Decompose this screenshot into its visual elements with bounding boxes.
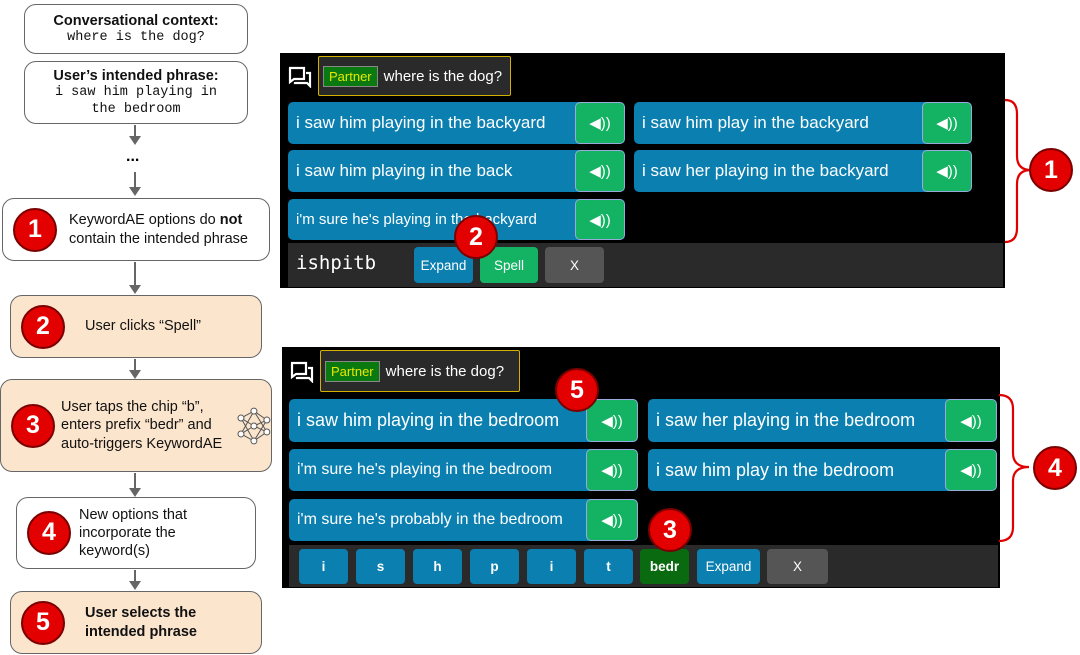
- neural-network-icon: [237, 407, 271, 444]
- badge-step-4: 4: [1033, 446, 1077, 490]
- option-button[interactable]: i saw him play in the backyard ◀)): [634, 102, 972, 144]
- arrow: [129, 570, 141, 590]
- letter-chip[interactable]: i: [527, 549, 576, 584]
- option-button[interactable]: i saw him playing in the backyard ◀)): [288, 102, 625, 144]
- step-3-box: 3 User taps the chip “b”, enters prefix …: [0, 379, 272, 472]
- letter-chip[interactable]: p: [470, 549, 519, 584]
- arrow: [129, 172, 141, 196]
- speaker-icon[interactable]: ◀)): [922, 150, 972, 192]
- badge-step-1: 1: [1029, 148, 1073, 192]
- context-box: Conversational context: where is the dog…: [24, 4, 248, 54]
- partner-text: where is the dog?: [383, 67, 503, 85]
- step-badge: 5: [21, 600, 65, 645]
- letter-chip[interactable]: h: [413, 549, 462, 584]
- option-button[interactable]: i saw him play in the bedroom ◀)): [648, 449, 997, 491]
- speaker-icon[interactable]: ◀)): [922, 102, 972, 144]
- partner-message: Partner where is the dog?: [320, 350, 520, 392]
- chat-icon: [288, 66, 312, 88]
- brace: [998, 393, 1030, 543]
- context-value: where is the dog?: [67, 29, 205, 45]
- letter-chip[interactable]: s: [356, 549, 405, 584]
- partner-text: where is the dog?: [385, 362, 505, 380]
- step-5-box: 5 User selects the intended phrase: [10, 591, 262, 654]
- abbreviation-input[interactable]: ishpitb: [296, 252, 377, 274]
- step-badge: 1: [13, 207, 57, 252]
- partner-message: Partner where is the dog?: [318, 56, 511, 96]
- step-1-text: KeywordAE options do not contain the int…: [69, 212, 248, 247]
- step-1-box: 1 KeywordAE options do not contain the i…: [2, 198, 270, 261]
- spell-button[interactable]: Spell: [480, 247, 538, 283]
- speaker-icon[interactable]: ◀)): [945, 399, 997, 442]
- arrow: [129, 359, 141, 379]
- step-4-box: 4 New options that incorporate the keywo…: [16, 497, 256, 569]
- option-button[interactable]: i saw her playing in the backyard ◀)): [634, 150, 972, 192]
- option-button[interactable]: i'm sure he's playing in the backyard ◀)): [288, 199, 625, 240]
- option-button[interactable]: i'm sure he's playing in the bedroom ◀)): [289, 449, 638, 491]
- step-2-text: User clicks “Spell”: [85, 318, 202, 335]
- intended-value: i saw him playing in the bedroom: [54, 84, 218, 117]
- expand-button[interactable]: Expand: [697, 549, 760, 584]
- speaker-icon[interactable]: ◀)): [586, 499, 638, 541]
- input-bar: [288, 243, 1003, 287]
- option-button[interactable]: i'm sure he's probably in the bedroom ◀)): [289, 499, 638, 541]
- badge-prefix: 3: [648, 508, 692, 552]
- arrow: [129, 262, 141, 294]
- partner-tag: Partner: [325, 360, 380, 382]
- partner-tag: Partner: [323, 65, 378, 87]
- step-badge: 3: [11, 403, 55, 448]
- arrow: [129, 125, 141, 145]
- context-title: Conversational context:: [53, 12, 219, 29]
- letter-chip[interactable]: t: [584, 549, 633, 584]
- ellipsis: ...: [126, 148, 140, 165]
- close-button[interactable]: X: [545, 247, 604, 283]
- option-button[interactable]: i saw him playing in the back ◀)): [288, 150, 625, 192]
- speaker-icon[interactable]: ◀)): [586, 399, 638, 442]
- step-badge: 2: [21, 304, 65, 349]
- option-button[interactable]: i saw her playing in the bedroom ◀)): [648, 399, 997, 442]
- prefix-chip[interactable]: bedr: [640, 549, 689, 584]
- step-5-text: User selects the intended phrase: [85, 605, 197, 640]
- chat-icon: [290, 361, 314, 383]
- step-2-box: 2 User clicks “Spell”: [10, 295, 262, 358]
- badge-select: 5: [555, 368, 599, 412]
- speaker-icon[interactable]: ◀)): [575, 199, 625, 240]
- badge-spell: 2: [454, 215, 498, 259]
- intended-phrase-box: User’s intended phrase: i saw him playin…: [24, 61, 248, 124]
- step-4-text: New options that incorporate the keyword…: [79, 506, 188, 560]
- step-badge: 4: [27, 511, 71, 555]
- arrow: [129, 473, 141, 497]
- speaker-icon[interactable]: ◀)): [575, 150, 625, 192]
- speaker-icon[interactable]: ◀)): [575, 102, 625, 144]
- intended-title: User’s intended phrase:: [53, 67, 219, 84]
- letter-chip[interactable]: i: [299, 549, 348, 584]
- speaker-icon[interactable]: ◀)): [945, 449, 997, 491]
- speaker-icon[interactable]: ◀)): [586, 449, 638, 491]
- step-3-text: User taps the chip “b”, enters prefix “b…: [61, 399, 223, 452]
- close-button[interactable]: X: [767, 549, 828, 584]
